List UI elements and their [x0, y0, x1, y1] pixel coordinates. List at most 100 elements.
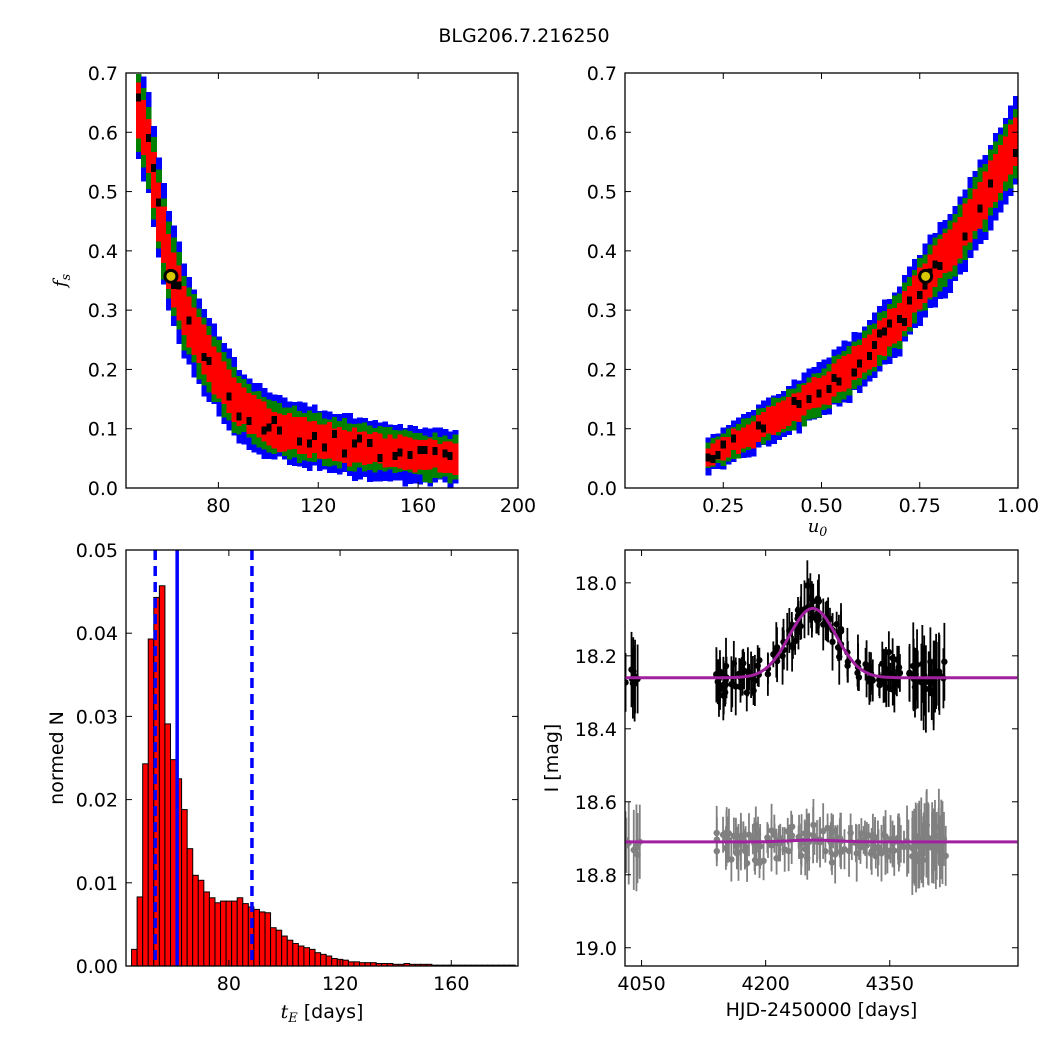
- panel-top-left-cell: [256, 398, 263, 438]
- panel-bottom-left-bar: [147, 638, 155, 967]
- panel-bottom-right-point: [819, 827, 827, 835]
- panel-top-left-cell: [281, 415, 288, 452]
- panel-top-right-cell: [907, 286, 913, 328]
- panel-bottom-right-point: [874, 845, 882, 852]
- panel-bottom-right-point: [880, 831, 887, 838]
- panel-top-right-cell: [917, 267, 923, 310]
- panel-bottom-right-point: [862, 661, 869, 668]
- panel-bottom-right-point: [785, 847, 792, 855]
- panel-top-left-cell: [246, 393, 253, 435]
- panel-bottom-right-point: [884, 853, 891, 860]
- panel-bottom-right-point: [730, 660, 738, 667]
- panel-bottom-left-bar: [258, 911, 266, 967]
- panel-top-left-core-cell: [342, 449, 348, 458]
- panel-top-left-ytick-label: 0.1: [88, 419, 118, 441]
- panel-bottom-left-bar: [281, 935, 288, 967]
- panel-bottom-right-ytick-label: 19.0: [575, 938, 617, 960]
- panel-bottom-right-point: [764, 834, 771, 841]
- panel-top-right-cell: [786, 397, 792, 426]
- panel-bottom-left-xtick-label: 160: [433, 973, 469, 995]
- panel-top-right-core-cell: [856, 359, 863, 368]
- panel-top-left-core-cell: [176, 281, 182, 290]
- panel-top-right-ytick-label: 0.5: [587, 182, 617, 204]
- panel-top-right-cell: [1007, 124, 1014, 175]
- panel-bottom-left-bar: [236, 897, 244, 967]
- panel-top-left-cell: [191, 307, 197, 355]
- panel-bottom-right-ytick-label: 18.0: [575, 573, 617, 595]
- panel-top-right-cell: [962, 203, 969, 246]
- panel-top-left-cells: [136, 73, 459, 488]
- panel-bottom-right-point: [743, 859, 751, 867]
- panel-top-right-xtick-label: 0.25: [702, 495, 744, 517]
- panel-top-left-cell: [327, 422, 333, 459]
- panel-top-left-cell: [176, 265, 182, 321]
- panel-top-left: 80 120 160 200 0.0 0.1 0.2 0.3 0.4 0.5 0.6 0.7 fs: [50, 63, 536, 517]
- panel-bottom-left-bar: [158, 585, 166, 967]
- panel-bottom-right-point: [795, 833, 802, 841]
- panel-top-right-core-cell: [720, 440, 727, 449]
- panel-top-right-core-cell: [902, 318, 908, 327]
- panel-top-left-cell: [226, 369, 233, 413]
- panel-top-left-cell: [201, 324, 208, 375]
- panel-top-left-cell: [181, 286, 187, 336]
- panel-top-left-core-cell: [377, 454, 383, 462]
- panel-bottom-right-point: [723, 829, 730, 836]
- panel-bottom-right-point: [630, 846, 637, 854]
- panel-top-left-cell: [296, 417, 303, 455]
- panel-bottom-left-bar: [320, 953, 327, 967]
- panel-top-left-cell: [322, 424, 328, 459]
- panel-top-right-cell: [957, 217, 964, 259]
- panel-bottom-left-bar: [253, 908, 260, 967]
- panel-top-left-core-cell: [146, 134, 152, 142]
- panel-top-left-core-cell: [261, 426, 268, 435]
- panel-top-right-core-cell: [816, 389, 823, 398]
- panel-top-right-core-cell: [866, 351, 873, 360]
- panel-top-right-core-cell: [756, 421, 762, 430]
- panel-top-left-cell: [316, 424, 323, 459]
- panel-bottom-right-point: [743, 689, 750, 696]
- panel-bottom-left-bar: [314, 952, 322, 967]
- panel-top-left-cell: [166, 233, 172, 290]
- panel-top-left-core-cell: [392, 451, 398, 460]
- panel-bottom-right-point: [814, 612, 822, 620]
- panel-top-left-cell: [332, 428, 338, 462]
- panel-top-right-cell: [861, 338, 868, 373]
- panel-top-left-core-cell: [306, 439, 313, 448]
- panel-bottom-right-point: [900, 843, 908, 851]
- panel-top-left-core-cell: [447, 452, 454, 461]
- panel-bottom-right-ylabel: I [mag]: [541, 724, 563, 793]
- panel-bottom-left-bar: [203, 891, 210, 967]
- panel-top-left-core-cell: [201, 353, 208, 362]
- panel-bottom-left-bar: [208, 897, 216, 967]
- panel-bottom-right-point: [894, 834, 902, 842]
- panel-bottom-left-bar: [142, 763, 149, 967]
- panel-top-left-core-cell: [236, 412, 243, 421]
- panel-bottom-right-series-0: [625, 560, 948, 733]
- panel-top-right-core-cell: [715, 450, 722, 459]
- panel-bottom-left-bar: [308, 948, 316, 967]
- panel-top-left-cell: [387, 434, 393, 468]
- panel-top-left-cell: [342, 429, 348, 464]
- panel-bottom-right-xtick-label: 4200: [741, 973, 789, 995]
- panel-bottom-left-ytick-label: 0.02: [76, 790, 118, 812]
- panel-top-right-cell: [740, 427, 747, 449]
- panel-top-right-cell: [967, 199, 974, 243]
- panel-top-left-ytick-label: 0.5: [88, 182, 118, 204]
- panel-top-right-cell: [982, 171, 989, 220]
- panel-top-right: 0.25 0.50 0.75 1.00 0.0 0.1 0.2 0.3 0.4 0.5 0.6 0.7…: [587, 63, 1039, 539]
- panel-top-left-cell: [337, 426, 343, 462]
- panel-top-left-core-cell: [422, 446, 429, 455]
- panel-top-right-cells: [705, 95, 1019, 476]
- panel-top-left-cell: [422, 440, 429, 470]
- panel-top-left-core-cell: [271, 415, 278, 424]
- panel-bottom-right-point: [837, 625, 845, 633]
- panel-bottom-right-point: [804, 582, 811, 589]
- panel-top-right-cell: [766, 407, 772, 434]
- panel-top-right-core-cell: [887, 319, 893, 328]
- panel-bottom-left-bar: [264, 912, 272, 967]
- panel-top-left-cell: [347, 431, 353, 467]
- panel-top-right-cell: [745, 424, 752, 448]
- panel-bottom-left-bar: [197, 879, 205, 967]
- panel-top-right-cell: [942, 232, 949, 273]
- panel-bottom-left-bar: [131, 948, 138, 967]
